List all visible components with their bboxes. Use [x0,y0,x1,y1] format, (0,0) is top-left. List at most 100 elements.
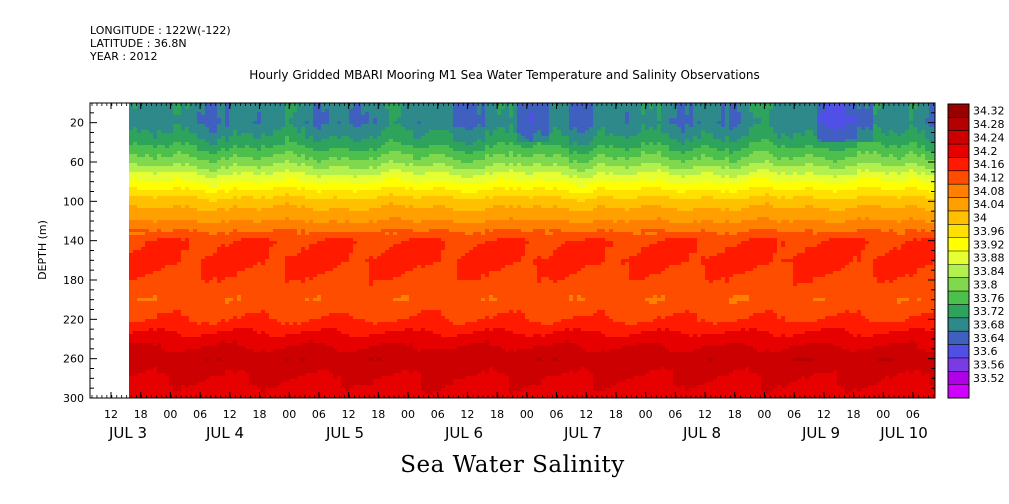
heatmap-cell [249,196,254,200]
heatmap-cell [181,292,186,296]
heatmap-cell [161,211,166,215]
heatmap-cell [197,211,202,215]
heatmap-cell [285,310,290,314]
heatmap-cell [181,304,186,308]
heatmap-cell [261,382,266,386]
heatmap-cell [225,352,230,356]
heatmap-cell [145,310,150,314]
heatmap-cell [249,364,254,368]
heatmap-cell [161,262,166,266]
heatmap-cell [281,115,286,119]
heatmap-cell [193,280,198,284]
heatmap-cell [129,322,134,326]
heatmap-cell [269,187,274,191]
heatmap-cell [261,184,266,188]
heatmap-cell [197,394,202,398]
heatmap-cell [185,355,190,359]
heatmap-cell [161,109,166,113]
heatmap-cell [289,394,294,398]
heatmap-cell [225,286,230,290]
heatmap-cell [281,307,286,311]
heatmap-cell [297,349,302,353]
heatmap-cell [301,103,306,107]
heatmap-cell [153,223,158,227]
heatmap-cell [277,109,282,113]
heatmap-cell [161,187,166,191]
heatmap-cell [293,196,298,200]
heatmap-cell [213,199,218,203]
heatmap-cell [281,256,286,260]
heatmap-cell [245,235,250,239]
heatmap-cell [281,289,286,293]
heatmap-cell [301,367,306,371]
heatmap-cell [301,277,306,281]
heatmap-cell [181,244,186,248]
heatmap-cell [249,334,254,338]
heatmap-cell [197,310,202,314]
heatmap-cell [149,289,154,293]
heatmap-cell [209,238,214,242]
heatmap-cell [281,235,286,239]
heatmap-cell [169,340,174,344]
heatmap-cell [257,127,262,131]
heatmap-cell [169,250,174,254]
heatmap-cell [201,175,206,179]
heatmap-cell [277,268,282,272]
heatmap-cell [133,202,138,206]
heatmap-cell [201,370,206,374]
heatmap-cell [237,298,242,302]
heatmap-cell [297,343,302,347]
heatmap-cell [209,352,214,356]
heatmap-cell [149,307,154,311]
heatmap-cell [325,136,330,140]
heatmap-cell [189,244,194,248]
heatmap-cell [213,337,218,341]
heatmap-cell [277,163,282,167]
heatmap-cell [205,226,210,230]
heatmap-cell [129,205,134,209]
heatmap-cell [317,346,322,350]
heatmap-cell [289,145,294,149]
heatmap-cell [193,364,198,368]
heatmap-cell [249,265,254,269]
heatmap-cell [281,172,286,176]
heatmap-cell [273,352,278,356]
heatmap-cell [297,364,302,368]
heatmap-cell [217,235,222,239]
heatmap-cell [249,157,254,161]
heatmap-cell [257,214,262,218]
heatmap-cell [289,220,294,224]
heatmap-cell [273,280,278,284]
heatmap-cell [193,301,198,305]
heatmap-cell [241,280,246,284]
heatmap-cell [141,214,146,218]
heatmap-cell [253,349,258,353]
heatmap-cell [209,232,214,236]
heatmap-cell [269,193,274,197]
heatmap-cell [153,340,158,344]
heatmap-cell [165,154,170,158]
heatmap-cell [153,115,158,119]
heatmap-cell [141,148,146,152]
heatmap-cell [193,145,198,149]
heatmap-cell [253,370,258,374]
heatmap-cell [321,271,326,275]
heatmap-cell [245,304,250,308]
heatmap-cell [209,121,214,125]
heatmap-cell [249,367,254,371]
heatmap-cell [225,292,230,296]
heatmap-cell [309,172,314,176]
heatmap-cell [153,130,158,134]
heatmap-cell [193,331,198,335]
heatmap-cell [177,208,182,212]
heatmap-cell [185,178,190,182]
heatmap-cell [241,358,246,362]
heatmap-cell [305,388,310,392]
heatmap-cell [253,388,258,392]
heatmap-cell [329,151,334,155]
heatmap-cell [233,379,238,383]
heatmap-cell [149,190,154,194]
heatmap-cell [197,355,202,359]
heatmap-cell [201,268,206,272]
heatmap-cell [289,118,294,122]
